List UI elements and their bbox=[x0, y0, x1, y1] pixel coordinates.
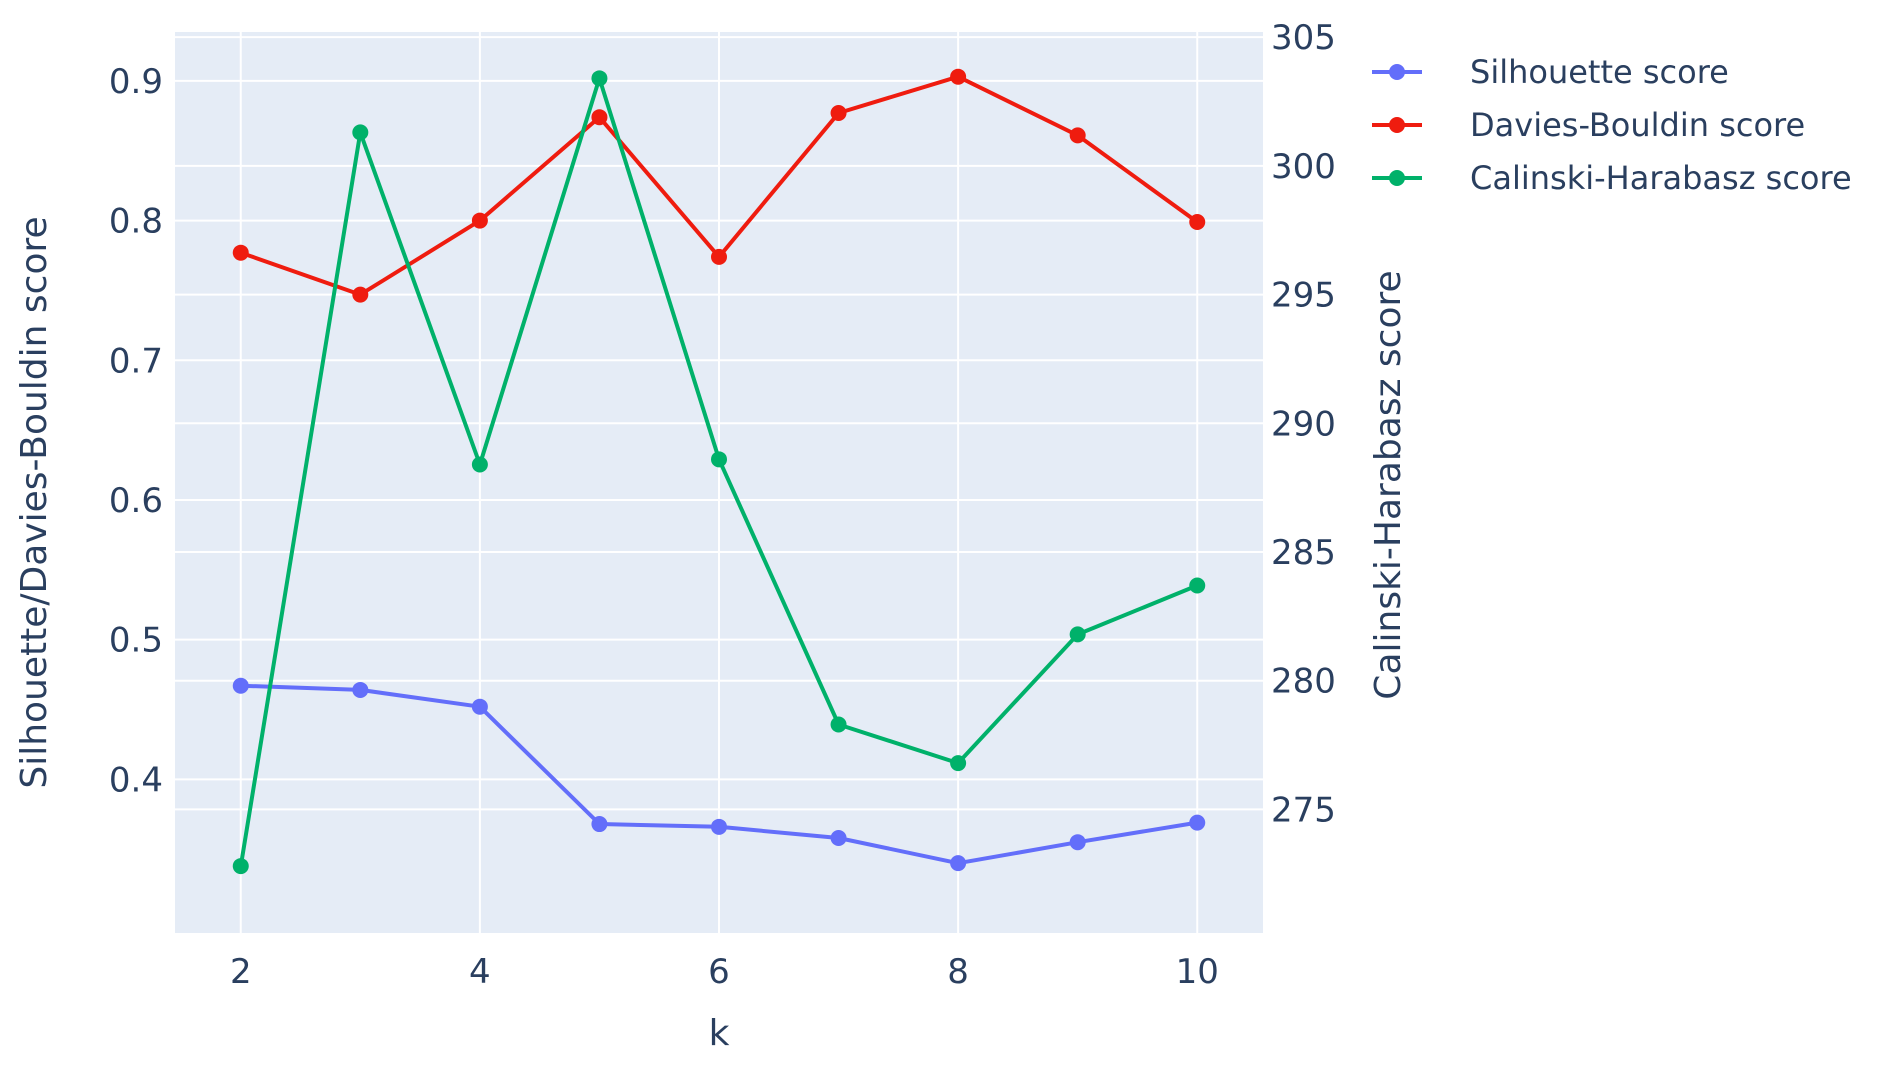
data-point bbox=[830, 105, 847, 122]
series-1 bbox=[232, 677, 1206, 872]
data-point bbox=[830, 716, 847, 733]
data-point bbox=[950, 855, 967, 872]
y-tick-label: 0.6 bbox=[109, 481, 163, 521]
legend-label: Silhouette score bbox=[1470, 53, 1729, 91]
gridlines bbox=[175, 32, 1263, 933]
y2-tick-label: 300 bbox=[1271, 147, 1336, 187]
data-point bbox=[830, 830, 847, 847]
series-2 bbox=[232, 68, 1206, 303]
y-axis-title: Silhouette/Davies-Bouldin score bbox=[14, 216, 55, 788]
legend-label: Calinski-Harabasz score bbox=[1470, 159, 1852, 197]
legend: Silhouette score Davies-Bouldin score Cali… bbox=[1372, 53, 1852, 197]
y2-axis-title: Calinski-Harabasz score bbox=[1368, 270, 1409, 699]
y2-tick-label: 290 bbox=[1271, 404, 1336, 444]
x-tick-label: 2 bbox=[230, 952, 252, 992]
legend-marker-swatch bbox=[1389, 64, 1405, 80]
data-point bbox=[591, 109, 608, 126]
data-point bbox=[1069, 127, 1086, 144]
x-tick-label: 8 bbox=[947, 952, 969, 992]
data-point bbox=[711, 248, 727, 265]
y2-tick-label: 280 bbox=[1271, 662, 1336, 702]
data-point bbox=[471, 698, 488, 715]
x-tick-label: 6 bbox=[708, 952, 730, 992]
y-tick-label: 0.9 bbox=[109, 62, 163, 102]
data-point bbox=[352, 124, 369, 141]
series-3 bbox=[232, 70, 1206, 875]
y2-tick-label: 305 bbox=[1271, 18, 1336, 58]
legend-item[interactable]: Davies-Bouldin score bbox=[1372, 106, 1805, 144]
data-point bbox=[352, 286, 369, 303]
data-point bbox=[1069, 834, 1086, 851]
data-point bbox=[711, 818, 727, 835]
data-point bbox=[352, 681, 369, 698]
data-point bbox=[232, 677, 249, 694]
data-point bbox=[1189, 577, 1206, 594]
axes: 2 4 6 8 10 0.4 0.5 0.6 0.7 0.8 0.9 275 280 285 290 295 3… bbox=[109, 18, 1336, 992]
y2-tick-label: 275 bbox=[1271, 790, 1336, 830]
y2-tick-label: 295 bbox=[1271, 276, 1336, 316]
data-point bbox=[1189, 814, 1206, 831]
data-point bbox=[471, 456, 488, 473]
data-point bbox=[1189, 213, 1206, 230]
y2-tick-label: 285 bbox=[1271, 533, 1336, 573]
data-point bbox=[232, 244, 249, 261]
legend-label: Davies-Bouldin score bbox=[1470, 106, 1805, 144]
y-tick-label: 0.4 bbox=[109, 760, 163, 800]
legend-item[interactable]: Calinski-Harabasz score bbox=[1372, 159, 1852, 197]
data-point bbox=[591, 70, 608, 87]
data-point bbox=[950, 755, 967, 772]
x-tick-label: 10 bbox=[1176, 952, 1219, 992]
y-tick-label: 0.5 bbox=[109, 621, 163, 661]
legend-marker-swatch bbox=[1389, 117, 1405, 133]
series-group bbox=[232, 68, 1206, 875]
data-point bbox=[950, 68, 967, 85]
legend-marker-swatch bbox=[1389, 170, 1405, 186]
y-tick-label: 0.8 bbox=[109, 202, 163, 242]
data-point bbox=[232, 858, 249, 875]
data-point bbox=[1069, 626, 1086, 643]
data-point bbox=[471, 212, 488, 229]
y-tick-label: 0.7 bbox=[109, 341, 163, 381]
data-point bbox=[711, 451, 727, 468]
data-point bbox=[591, 816, 608, 833]
x-tick-label: 4 bbox=[469, 952, 491, 992]
x-axis-title: k bbox=[709, 1013, 730, 1054]
legend-item[interactable]: Silhouette score bbox=[1372, 53, 1729, 91]
